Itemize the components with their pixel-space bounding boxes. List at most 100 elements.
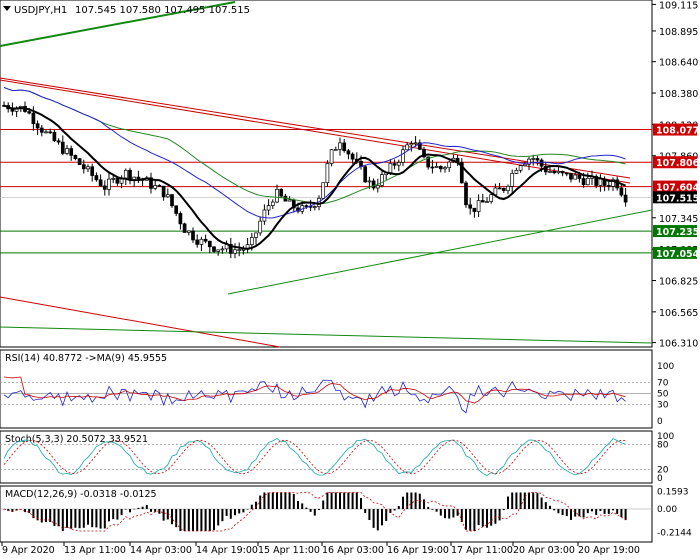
- stoch-tick: 20: [657, 466, 669, 476]
- macd-bar: [481, 509, 484, 527]
- candle-body: [321, 182, 326, 199]
- candle-body: [581, 178, 586, 186]
- macd-bar: [288, 492, 291, 509]
- candle-body: [199, 238, 204, 245]
- rsi-ma-line: [3, 376, 626, 404]
- price-label: 107.054: [656, 249, 700, 260]
- macd-bar: [36, 509, 39, 521]
- macd-bar: [154, 509, 157, 512]
- candle-body: [228, 243, 233, 254]
- candle-body: [485, 201, 489, 203]
- candle-body: [497, 187, 502, 190]
- price-label-box: [653, 180, 697, 193]
- candle-body: [489, 194, 494, 202]
- macd-bar: [339, 492, 341, 509]
- candle-body: [107, 178, 111, 190]
- candle-body: [157, 185, 162, 187]
- candle-body: [438, 166, 443, 170]
- stoch-k-line: [3, 438, 626, 477]
- candle-body: [417, 142, 422, 150]
- rsi-pane[interactable]: [0, 349, 653, 429]
- macd-bar: [78, 509, 81, 529]
- macd-tick: -0.2144: [657, 529, 692, 539]
- candle-body: [401, 149, 405, 163]
- candle-body: [480, 200, 485, 203]
- candle-body: [392, 163, 397, 166]
- macd-bar: [523, 492, 526, 509]
- candle-body: [262, 209, 267, 222]
- price-tick-label: 108.380: [659, 89, 698, 100]
- macd-bar: [574, 509, 577, 517]
- candle-body: [56, 140, 61, 143]
- macd-bar: [431, 509, 434, 510]
- macd-bar: [32, 509, 35, 519]
- macd-bar: [536, 493, 539, 509]
- macd-bar: [586, 509, 589, 514]
- macd-bar: [460, 509, 463, 523]
- macd-bar: [578, 509, 581, 517]
- candle-body: [447, 161, 452, 169]
- candle-body: [367, 180, 372, 183]
- collapse-arrow-icon[interactable]: [3, 6, 11, 11]
- trend-line: [0, 77, 631, 179]
- candle-body: [27, 111, 32, 114]
- stoch-tick: 100: [657, 432, 674, 442]
- macd-bar: [540, 497, 543, 509]
- macd-bar: [494, 509, 497, 524]
- candle-body: [443, 167, 447, 170]
- candle-body: [564, 172, 569, 175]
- macd-bar: [141, 506, 144, 509]
- price-label: 107.515: [656, 193, 699, 204]
- macd-bar: [15, 509, 18, 511]
- candle-body: [304, 205, 309, 207]
- time-label: 16 Apr 03:00: [322, 545, 384, 556]
- macd-bar: [381, 509, 383, 526]
- macd-bar: [112, 509, 115, 520]
- macd-bar: [208, 509, 211, 531]
- trend-line: [0, 1, 236, 47]
- macd-bar: [158, 509, 161, 514]
- candle-body: [249, 237, 254, 245]
- candle-body: [623, 194, 628, 203]
- trend-line: [0, 326, 653, 344]
- macd-bar: [364, 509, 367, 514]
- price-label: 107.806: [656, 158, 700, 169]
- candle-body: [531, 158, 536, 160]
- price-tick-label: 106.310: [659, 339, 698, 350]
- candle-body: [233, 249, 237, 254]
- rsi-tick: 70: [657, 379, 669, 389]
- candle-body: [527, 158, 531, 165]
- macd-bar: [276, 492, 278, 509]
- candle-body: [136, 176, 141, 180]
- rsi-tick: 0: [657, 417, 663, 427]
- macd-bar: [612, 509, 614, 511]
- macd-bar: [544, 502, 547, 509]
- macd-bar: [45, 509, 47, 523]
- stoch-pane[interactable]: [0, 430, 653, 484]
- price-tick-label: 108.895: [659, 27, 698, 38]
- candle-body: [275, 189, 279, 203]
- macd-bar: [70, 509, 73, 529]
- candle-body: [539, 159, 544, 167]
- macd-bar: [82, 509, 85, 528]
- macd-bar: [259, 495, 262, 509]
- macd-bar: [330, 492, 333, 509]
- macd-bar: [402, 496, 404, 509]
- candle-body: [413, 142, 418, 145]
- macd-bar: [448, 509, 451, 519]
- macd-bar: [28, 509, 31, 513]
- candle-body: [161, 185, 166, 198]
- price-label-box: [653, 156, 697, 169]
- macd-bar: [179, 509, 182, 531]
- macd-bar: [229, 509, 232, 519]
- macd-bar: [477, 509, 480, 526]
- macd-indicator: 0.1593 0.00 -0.2144: [0, 487, 692, 539]
- candle-body: [371, 180, 376, 189]
- candle-body: [90, 166, 95, 176]
- candle-body: [573, 174, 578, 180]
- candle-body: [123, 170, 128, 179]
- macd-bar: [318, 509, 320, 511]
- candle-body: [178, 213, 183, 225]
